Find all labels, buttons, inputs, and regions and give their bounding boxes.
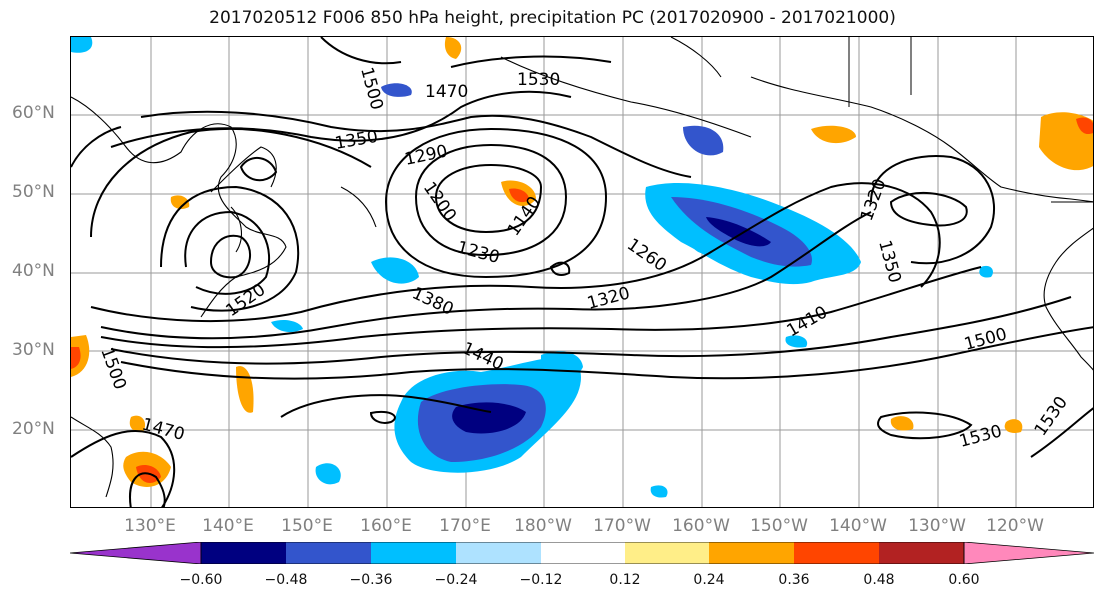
colorbar-bin <box>794 542 879 564</box>
contour-label: 1410 <box>784 302 831 341</box>
lat-label-20n: 20°N <box>12 419 55 439</box>
contour-label: 1500 <box>962 324 1009 355</box>
lon-label-170e: 170°E <box>439 516 491 536</box>
lon-label-160w: 160°W <box>672 516 730 536</box>
contour-label: 1530 <box>1031 393 1072 440</box>
contour-label: 1530 <box>517 70 560 90</box>
colorbar-tick: −0.60 <box>179 572 223 588</box>
lon-label-130w: 130°W <box>908 516 966 536</box>
coastlines <box>71 37 1093 498</box>
graticule <box>71 37 1093 507</box>
colorbar-bin <box>371 542 456 564</box>
colorbar-extend-high <box>963 542 1094 564</box>
lon-label-140w: 140°W <box>829 516 887 536</box>
contour-label: 1530 <box>957 421 1004 452</box>
colorbar-bin <box>541 542 625 564</box>
colorbar-tick: −0.12 <box>519 572 563 588</box>
colorbar-bin <box>709 542 794 564</box>
colorbar <box>70 542 1094 564</box>
colorbar-tick: −0.36 <box>349 572 393 588</box>
lon-label-180w: 180°W <box>514 516 572 536</box>
contour-label: 1290 <box>403 141 449 170</box>
contour-label: 1470 <box>425 82 468 102</box>
colorbar-bin <box>286 542 371 564</box>
lat-label-30n: 30°N <box>12 340 55 360</box>
lon-label-130e: 130°E <box>124 516 176 536</box>
map-svg: 1500 1530 1470 1350 1290 1200 1140 1230 … <box>71 37 1093 507</box>
map-title: 2017020512 F006 850 hPa height, precipit… <box>209 8 896 28</box>
lon-label-150e: 150°E <box>281 516 333 536</box>
colorbar-bin <box>879 542 964 564</box>
lon-label-150w: 150°W <box>750 516 808 536</box>
lat-label-60n: 60°N <box>12 103 55 123</box>
contour-label: 1350 <box>874 238 905 285</box>
lon-label-170w: 170°W <box>593 516 651 536</box>
colorbar-tick: 0.48 <box>863 572 895 588</box>
colorbar-tick: 0.24 <box>693 572 725 588</box>
lon-label-160e: 160°E <box>360 516 412 536</box>
contour-label: 1230 <box>455 238 502 269</box>
colorbar-bin <box>201 542 286 564</box>
colorbar-tick: 0.60 <box>948 572 980 588</box>
lon-label-120w: 120°W <box>986 516 1044 536</box>
colorbar-bin <box>456 542 541 564</box>
lon-label-140e: 140°E <box>202 516 254 536</box>
contour-label: 1350 <box>333 127 379 154</box>
height-contours <box>71 37 1093 507</box>
colorbar-tick: 0.12 <box>609 572 641 588</box>
contour-label: 1260 <box>623 235 670 276</box>
country-borders <box>848 37 1093 203</box>
colorbar-tick: −0.24 <box>434 572 478 588</box>
contour-label: 1500 <box>356 65 387 112</box>
colorbar-tick: −0.48 <box>264 572 308 588</box>
colorbar-extend-low <box>70 542 202 564</box>
colorbar-tick: 0.36 <box>778 572 810 588</box>
lat-label-40n: 40°N <box>12 261 55 281</box>
contour-label: 1200 <box>419 178 460 225</box>
map-panel: 1500 1530 1470 1350 1290 1200 1140 1230 … <box>70 36 1094 508</box>
lat-label-50n: 50°N <box>12 182 55 202</box>
colorbar-bin <box>625 542 709 564</box>
precip-shading <box>71 37 1093 498</box>
